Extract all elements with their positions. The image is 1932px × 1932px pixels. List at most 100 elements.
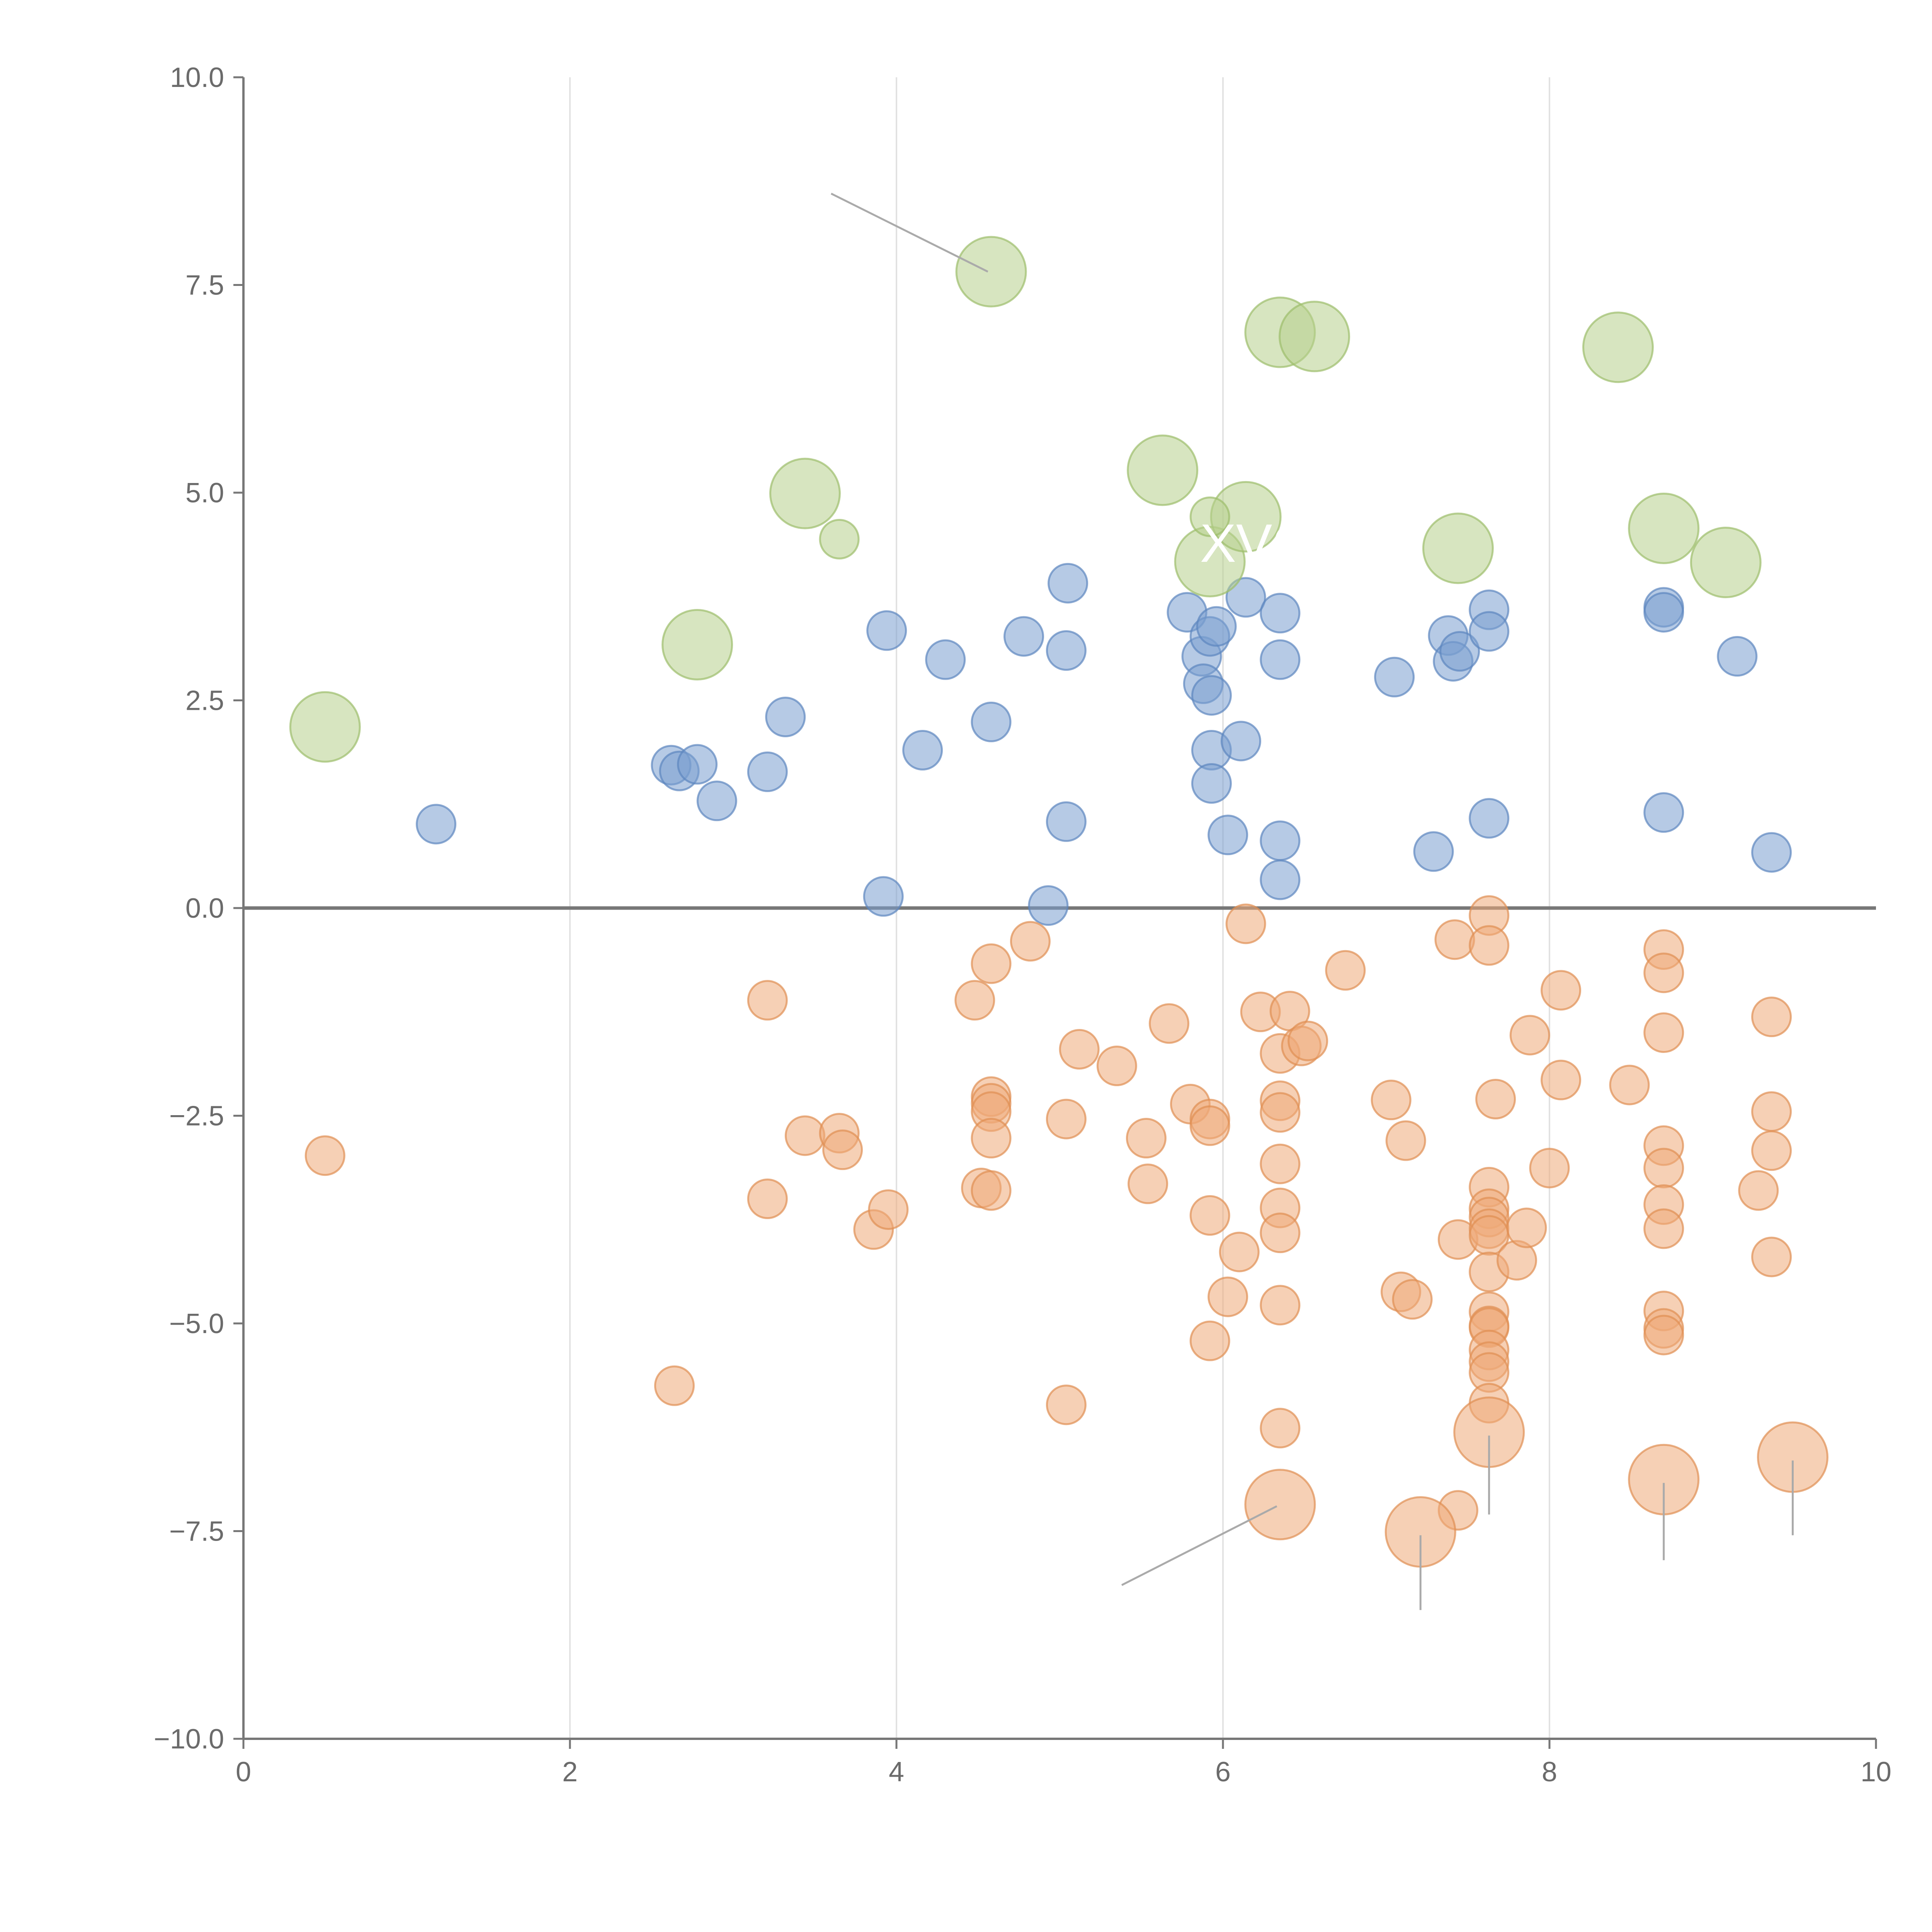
data-point — [1506, 1208, 1547, 1248]
data-point — [1469, 925, 1510, 966]
data-point — [1260, 1143, 1301, 1184]
series-blue — [416, 563, 1792, 926]
y-tick-label: −5.0 — [169, 1308, 224, 1339]
data-point — [1003, 616, 1044, 657]
data-point — [1208, 1276, 1248, 1317]
overlay-label: XVC — [1200, 513, 1311, 573]
series-orange — [304, 895, 1792, 1531]
data-point — [1260, 1213, 1301, 1253]
data-point — [289, 691, 361, 763]
leader-line — [830, 192, 988, 273]
data-point — [822, 1129, 863, 1170]
y-tick-label: −7.5 — [169, 1516, 224, 1547]
x-axis-ticks: 0 2 4 6 8 10 — [236, 1739, 1891, 1787]
data-point — [1422, 512, 1494, 584]
data-point — [1643, 792, 1684, 833]
data-point — [1260, 859, 1301, 900]
data-point — [866, 610, 907, 651]
series-orange-large — [1244, 1396, 1829, 1568]
data-point — [747, 1179, 788, 1219]
data-point — [1128, 1163, 1168, 1204]
data-point — [1189, 1320, 1230, 1361]
data-point — [1643, 1148, 1684, 1189]
data-point — [1225, 903, 1266, 944]
data-point — [819, 519, 860, 560]
data-points — [289, 236, 1829, 1568]
y-tick-label: 10.0 — [170, 62, 224, 93]
data-point — [1751, 1091, 1792, 1132]
data-point — [971, 1118, 1012, 1159]
data-point — [1046, 1099, 1087, 1139]
y-tick-label: 0.0 — [185, 893, 224, 924]
data-point — [747, 980, 788, 1021]
data-point — [1325, 950, 1366, 991]
x-tick-label: 6 — [1215, 1757, 1231, 1787]
data-point — [1529, 1148, 1570, 1189]
data-point — [1643, 952, 1684, 993]
data-point — [1059, 1029, 1100, 1070]
x-tick-label: 10 — [1861, 1757, 1891, 1787]
data-point — [1189, 1105, 1230, 1146]
data-point — [1260, 820, 1301, 861]
data-point — [1287, 1020, 1328, 1061]
data-point — [1582, 311, 1654, 383]
data-point — [1260, 1285, 1301, 1326]
data-point — [1738, 1170, 1779, 1211]
data-point — [1127, 434, 1199, 506]
data-point — [677, 744, 718, 785]
data-point — [1189, 496, 1230, 537]
data-point — [1279, 301, 1350, 372]
data-point — [1260, 639, 1301, 680]
data-point — [955, 236, 1027, 308]
y-axis-ticks: 10.0 7.5 5.0 2.5 0.0 −2.5 −5.0 −7.5 −10.0 — [154, 62, 243, 1755]
data-point — [654, 1365, 695, 1406]
data-point — [1609, 1065, 1650, 1105]
data-point — [416, 804, 457, 845]
x-tick-label: 8 — [1542, 1757, 1557, 1787]
y-tick-label: −2.5 — [169, 1101, 224, 1132]
data-point — [1260, 1092, 1301, 1133]
data-point — [1208, 815, 1248, 855]
data-point — [1439, 631, 1480, 672]
data-point — [696, 781, 737, 821]
data-point — [1643, 592, 1684, 633]
data-point — [1191, 763, 1232, 804]
data-point — [925, 639, 966, 680]
data-point — [954, 980, 995, 1021]
leader-line — [1121, 1505, 1277, 1586]
data-point — [1374, 656, 1415, 697]
y-tick-label: 2.5 — [185, 685, 224, 716]
data-point — [662, 609, 733, 680]
data-point — [1028, 885, 1069, 926]
series-green — [289, 236, 1762, 763]
data-point — [1046, 801, 1087, 842]
data-point — [1385, 1120, 1426, 1161]
y-tick-label: 5.0 — [185, 478, 224, 509]
data-point — [1717, 636, 1758, 677]
data-point — [1751, 1236, 1792, 1277]
data-point — [1260, 1408, 1301, 1449]
data-point — [1191, 675, 1232, 716]
data-point — [1260, 593, 1301, 634]
data-point — [1096, 1046, 1137, 1086]
data-point — [971, 943, 1012, 984]
data-point — [1046, 630, 1087, 671]
data-point — [868, 1189, 909, 1230]
data-point — [1371, 1080, 1412, 1121]
data-point — [1643, 1012, 1684, 1053]
data-point — [1392, 1279, 1433, 1320]
data-point — [1413, 831, 1454, 872]
data-point — [784, 1115, 825, 1156]
data-point — [1475, 1079, 1516, 1119]
data-point — [1048, 563, 1088, 604]
data-point — [1751, 1130, 1792, 1171]
data-point — [1149, 1003, 1190, 1044]
data-point — [863, 876, 904, 917]
data-point — [1434, 919, 1475, 960]
data-point — [769, 457, 841, 529]
data-point — [1751, 997, 1792, 1037]
data-point — [1643, 1208, 1684, 1249]
data-point — [747, 751, 788, 792]
data-point — [1628, 492, 1700, 564]
